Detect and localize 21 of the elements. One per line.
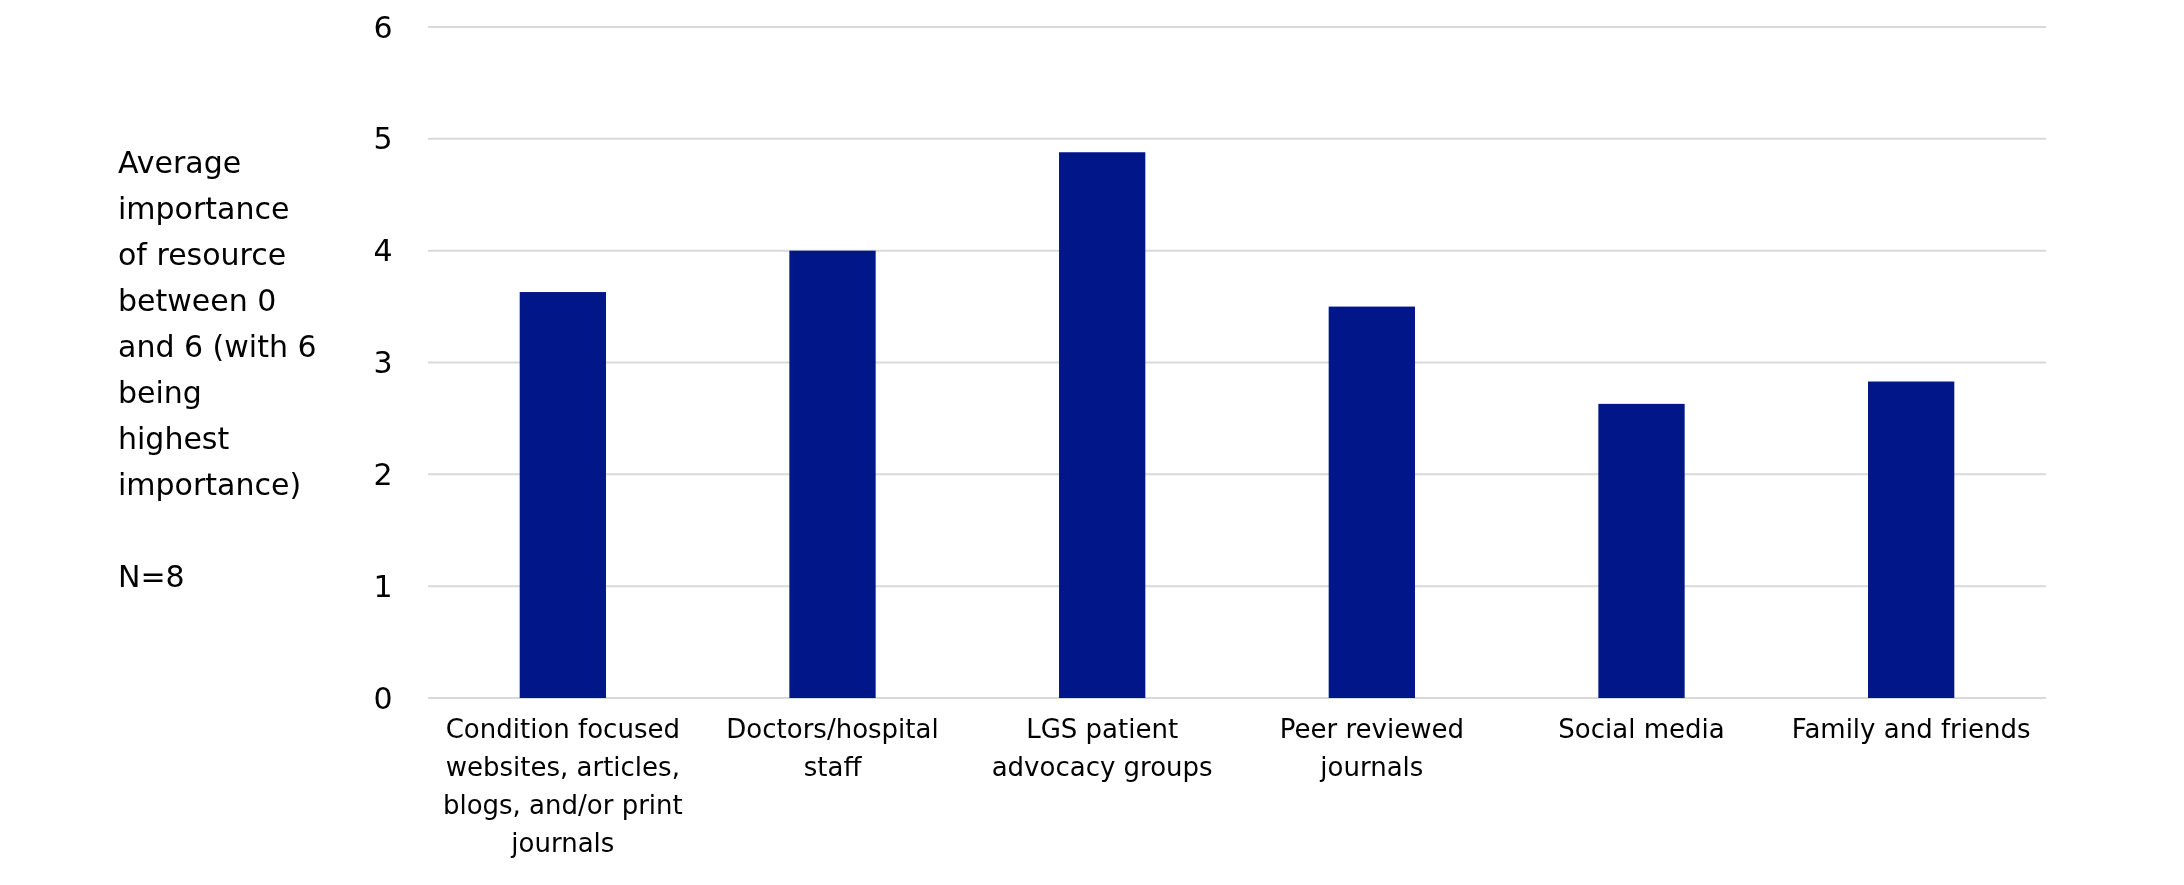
bar: [1328, 306, 1415, 698]
x-tick-label: Peer reviewed journals: [1279, 714, 1464, 782]
y-tick-label: 0: [373, 680, 393, 716]
y-axis-title: Average importance of resource between 0 and 6 (with 6 being highest importance): [118, 145, 317, 502]
bar: [1868, 381, 1955, 698]
y-tick-label: 6: [373, 9, 393, 45]
bar: [1598, 403, 1685, 698]
text: N=8: [118, 559, 185, 594]
y-tick-label: 1: [373, 568, 393, 604]
x-tick-label: LGS patient advocacy groups: [991, 714, 1213, 782]
bar: [519, 292, 606, 698]
bar: [1059, 152, 1146, 698]
x-tick-label: Condition focused websites, articles, blogs, and/or print journals: [442, 714, 683, 858]
x-tick-label: Social media: [1558, 714, 1725, 744]
x-tick-label: Family and friends: [1791, 714, 2031, 744]
bar: [789, 250, 876, 698]
y-tick-label: 5: [373, 121, 393, 157]
y-tick-label: 4: [373, 233, 393, 269]
y-tick-label: 2: [373, 456, 393, 492]
y-tick-label: 3: [373, 345, 393, 380]
x-tick-label: Doctors/hospital staff: [726, 714, 939, 782]
